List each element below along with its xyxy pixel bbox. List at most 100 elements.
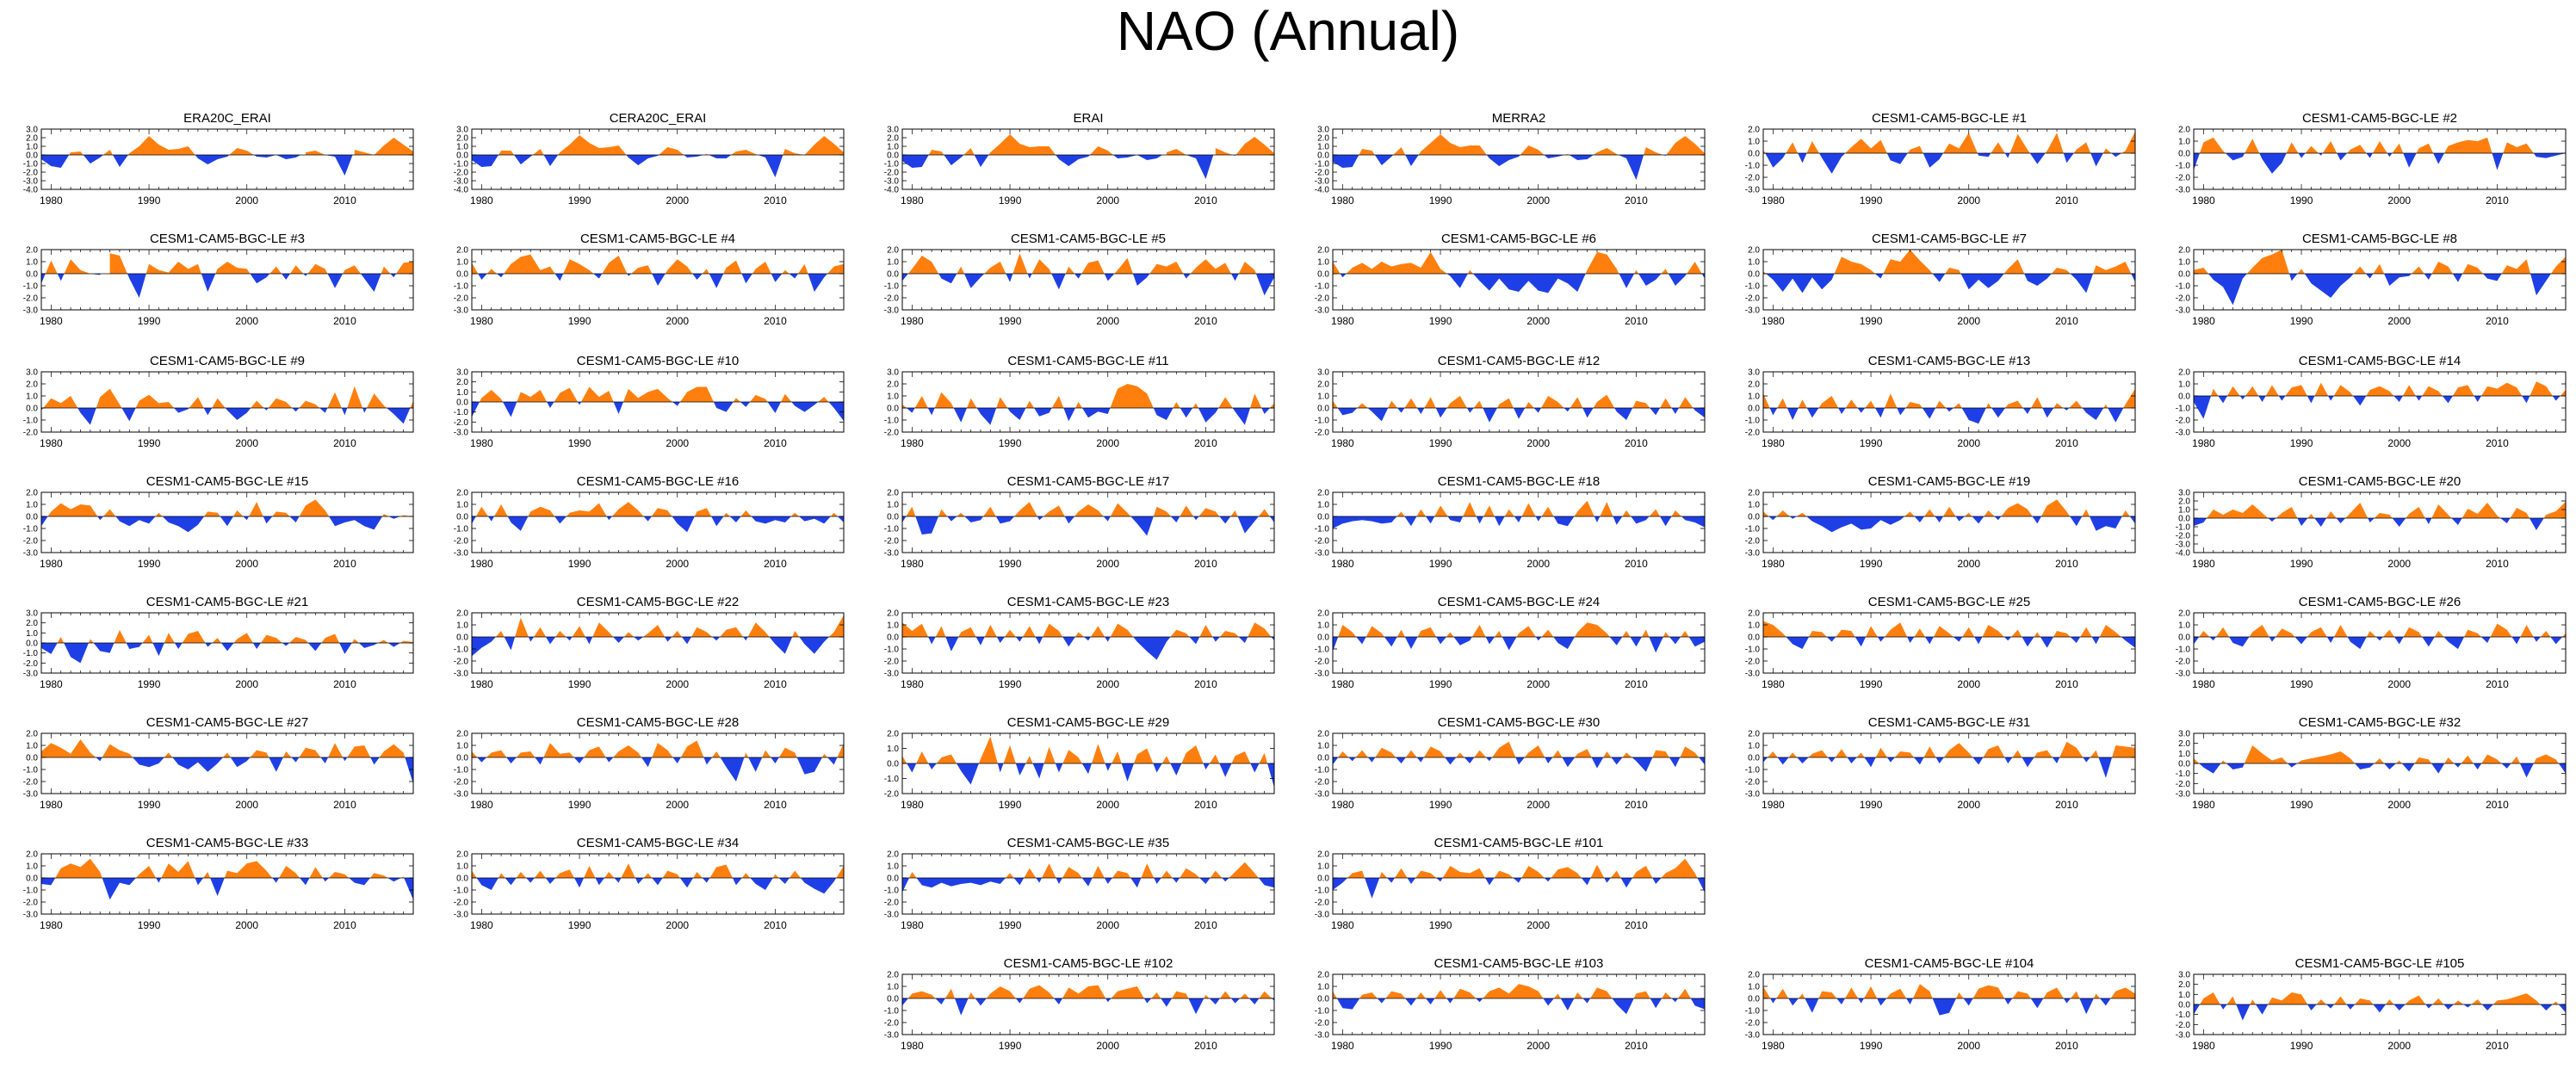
x-tick-label: 1990 (138, 678, 161, 690)
y-tick-label: -1.0 (1315, 525, 1330, 534)
y-tick-label: 1.0 (2178, 621, 2190, 631)
y-tick-label: -1.0 (1745, 162, 1761, 171)
panel-title: CESM1-CAM5-BGC-LE #12 (1438, 354, 1600, 368)
x-tick-label: 1980 (470, 799, 493, 811)
negative-area (902, 998, 1274, 1016)
y-tick-label: 0.0 (1748, 150, 1760, 159)
y-tick-label: 0.0 (2178, 150, 2190, 159)
y-tick-label: -2.0 (454, 294, 469, 304)
x-tick-label: 2010 (1625, 799, 1648, 811)
y-tick-label: 3.0 (1748, 368, 1760, 378)
panel-title: CESM1-CAM5-BGC-LE #15 (146, 474, 308, 489)
y-tick-label: -3.0 (1745, 670, 1761, 679)
y-tick-label: -2.0 (23, 294, 39, 304)
negative-area (2194, 1004, 2566, 1021)
y-tick-label: 2.0 (456, 246, 468, 256)
negative-area (41, 643, 400, 664)
positive-area (2211, 381, 2566, 396)
x-tick-label: 2000 (1957, 678, 1980, 690)
x-tick-label: 2000 (1096, 437, 1119, 449)
y-tick-label: 0.0 (887, 633, 899, 643)
negative-area (1337, 408, 1705, 423)
y-tick-label: -1.0 (23, 766, 39, 775)
y-tick-label: 1.0 (1748, 501, 1760, 510)
y-tick-label: -3.0 (2176, 541, 2191, 550)
y-tick-label: 1.0 (26, 392, 38, 402)
y-tick-label: -3.0 (884, 549, 900, 559)
y-tick-label: -3.0 (1745, 306, 1761, 316)
y-tick-label: 0.0 (26, 270, 38, 280)
panel-title: CESM1-CAM5-BGC-LE #31 (1868, 715, 2030, 730)
panel-title: CESM1-CAM5-BGC-LE #3 (150, 232, 305, 246)
x-tick-label: 1980 (2192, 1040, 2215, 1052)
positive-area (57, 629, 413, 643)
panel-title: CESM1-CAM5-BGC-LE #7 (1872, 232, 2027, 246)
x-tick-label: 2010 (764, 919, 787, 931)
y-tick-label: -1.0 (23, 417, 39, 426)
y-tick-label: 1.0 (887, 392, 899, 402)
positive-area (2194, 745, 2559, 763)
x-tick-label: 2000 (1096, 919, 1119, 931)
y-tick-label: -2.0 (2176, 294, 2191, 304)
panel-33: CESM1-CAM5-BGC-LE #292.01.00.0-1.0-2.019… (884, 715, 1275, 811)
negative-area (472, 402, 844, 422)
x-tick-label: 1990 (999, 678, 1022, 690)
panel-12: CESM1-CAM5-BGC-LE #8 2.0 1.0 0.0 -1.0 -2.0 -3.… (2176, 232, 2567, 327)
panel-5: CESM1-CAM5-BGC-LE #1 2.0 1.0 0.0 -1.0 -2.0 -3.… (1745, 111, 2136, 207)
x-tick-label: 1990 (138, 315, 161, 327)
panel-title: CESM1-CAM5-BGC-LE #105 (2295, 956, 2465, 971)
x-tick-label: 1990 (138, 195, 161, 207)
x-tick-label: 1980 (2192, 558, 2215, 570)
plot-frame (2193, 491, 2567, 553)
x-tick-label: 2010 (1625, 437, 1648, 449)
plot-frame (40, 853, 414, 915)
negative-area (472, 155, 844, 177)
positive-area (1763, 250, 2132, 274)
panel-title: CESM1-CAM5-BGC-LE #21 (146, 595, 308, 609)
panel-22: CESM1-CAM5-BGC-LE #18 2.0 1.0 0.0 -1.0 -2.0 -3… (1315, 474, 1706, 570)
y-tick-label: -3.0 (1315, 790, 1330, 800)
negative-area (902, 516, 1274, 536)
positive-area (1347, 858, 1698, 878)
y-tick-label: -2.0 (1315, 169, 1330, 178)
x-tick-label: 2000 (235, 558, 258, 570)
y-tick-label: 1.0 (2178, 138, 2190, 147)
x-tick-label: 2000 (1096, 315, 1119, 327)
x-tick-label: 2010 (2486, 315, 2509, 327)
y-tick-label: 3.0 (1317, 126, 1329, 135)
y-tick-label: 2.0 (887, 609, 899, 619)
y-tick-label: -1.0 (454, 766, 469, 775)
positive-area (2199, 623, 2566, 637)
panel-28: CESM1-CAM5-BGC-LE #24 2.0 1.0 0.0 -1.0 -2.0 -3… (1315, 595, 1706, 690)
panel-2: CERA20C_ERAI 3.02.01.00.0-1.0-2.0-3.0-4.0… (454, 111, 845, 207)
x-tick-label: 2000 (1526, 678, 1550, 690)
x-tick-label: 2010 (333, 437, 356, 449)
y-tick-label: -2.0 (1745, 429, 1761, 438)
x-tick-label: 1990 (2290, 315, 2313, 327)
panel-37: CESM1-CAM5-BGC-LE #33 2.0 1.0 0.0 -1.0 -2.0 -3… (23, 836, 414, 931)
panel-7: CESM1-CAM5-BGC-LE #3 2.0 1.0 0.0 -1.0 -2.0 -3.… (23, 232, 414, 327)
y-tick-label: -1.0 (884, 775, 900, 784)
y-tick-label: 0.0 (456, 874, 468, 884)
x-tick-label: 2000 (235, 437, 258, 449)
plot-frame (1762, 612, 2136, 674)
y-tick-label: 0.0 (1317, 995, 1329, 1004)
panel-10: CESM1-CAM5-BGC-LE #6 2.0 1.0 0.0 -1.0 -2.0 -3.… (1315, 232, 1706, 327)
y-tick-label: -3.0 (454, 670, 469, 679)
y-tick-label: -2.0 (2176, 780, 2191, 789)
y-tick-label: -2.0 (884, 658, 900, 667)
y-tick-label: -1.0 (454, 887, 469, 896)
y-tick-label: 1.0 (887, 501, 899, 510)
y-tick-label: -1.0 (1315, 417, 1330, 426)
negative-area (2194, 637, 2563, 649)
y-tick-label: -2.0 (1315, 294, 1330, 304)
panel-42: CESM1-CAM5-BGC-LE #103 2.0 1.0 0.0 -1.0 -2.0 -… (1315, 956, 1706, 1052)
panel-32: CESM1-CAM5-BGC-LE #28 2.0 1.0 0.0 -1.0 -2.0 -3… (454, 715, 845, 811)
y-tick-label: 1.0 (887, 143, 899, 152)
y-tick-label: -3.0 (2176, 186, 2191, 195)
x-tick-label: 1980 (470, 919, 493, 931)
x-tick-label: 2000 (1957, 1040, 1980, 1052)
y-tick-label: 2.0 (26, 380, 38, 390)
x-tick-label: 2010 (333, 799, 356, 811)
y-tick-label: -2.0 (2176, 417, 2191, 426)
